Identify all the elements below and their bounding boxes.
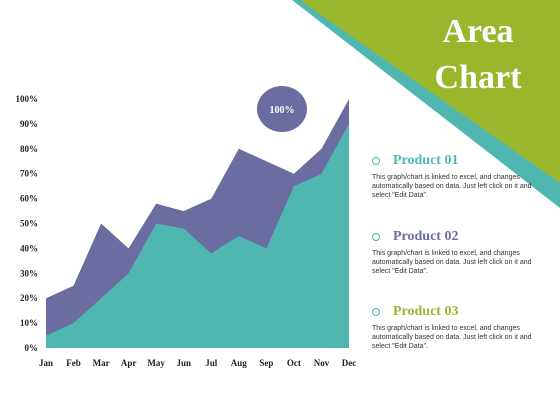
legend-item-product-02: Product 02 This graph/chart is linked to… [372, 228, 552, 276]
y-tick-label: 20% [20, 293, 38, 303]
percent-badge [257, 86, 307, 132]
y-tick-label: 90% [20, 119, 38, 129]
y-tick-label: 100% [16, 94, 39, 104]
x-tick-label: Jul [205, 358, 218, 368]
legend-bullet-icon [372, 308, 380, 316]
legend-bullet-icon [372, 157, 380, 165]
x-tick-label: Oct [287, 358, 301, 368]
legend-bullet-icon [372, 233, 380, 241]
x-tick-label: Jan [39, 358, 53, 368]
legend-item-product-03: Product 03 This graph/chart is linked to… [372, 303, 552, 351]
banner-fill [300, 0, 560, 183]
x-tick-label: Sep [259, 358, 273, 368]
legend-item-product-01: Product 01 This graph/chart is linked to… [372, 152, 552, 200]
y-tick-label: 70% [20, 169, 38, 179]
y-tick-label: 0% [25, 343, 39, 353]
x-tick-label: Nov [314, 358, 330, 368]
legend-description: This graph/chart is linked to excel, and… [372, 250, 532, 275]
x-tick-label: Jun [176, 358, 191, 368]
y-tick-label: 30% [20, 268, 38, 278]
x-tick-label: Aug [231, 358, 248, 368]
legend-description: This graph/chart is linked to excel, and… [372, 325, 532, 350]
percent-badge-label: 100% [270, 105, 295, 116]
y-tick-label: 40% [20, 243, 38, 253]
title-line-2: Chart [434, 59, 522, 96]
title-line-1: Area [442, 13, 514, 50]
y-tick-label: 50% [20, 219, 38, 229]
x-tick-label: Apr [121, 358, 137, 368]
y-tick-label: 80% [20, 144, 38, 154]
legend-name: Product 02 [393, 229, 459, 244]
x-tick-label: Dec [342, 358, 357, 368]
x-tick-label: Mar [93, 358, 110, 368]
y-tick-label: 10% [20, 318, 38, 328]
legend-name: Product 01 [393, 153, 459, 168]
legend-name: Product 03 [393, 304, 459, 319]
legend-description: This graph/chart is linked to excel, and… [372, 174, 532, 199]
x-tick-label: Feb [66, 358, 81, 368]
x-tick-label: May [147, 358, 165, 368]
area-series-2 [46, 123, 349, 349]
y-tick-label: 60% [20, 194, 38, 204]
